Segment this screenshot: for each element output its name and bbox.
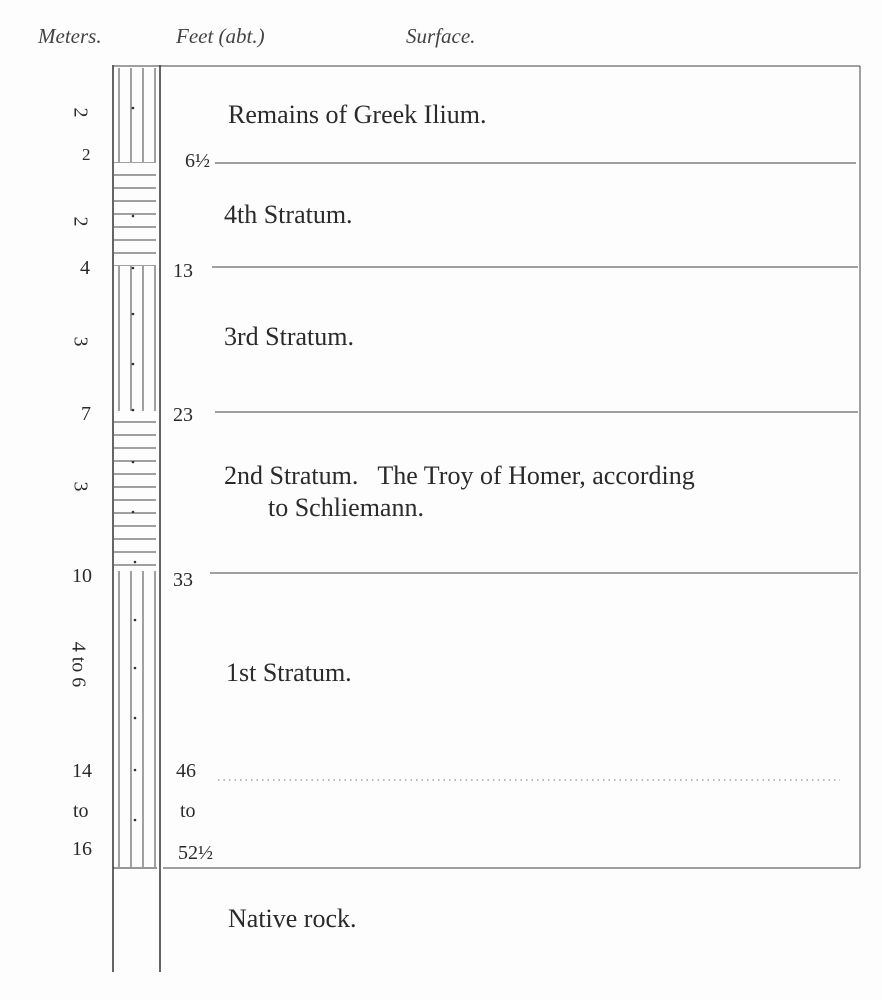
feet-46: 46 [176,760,196,782]
stratum-greek-ilium: Remains of Greek Ilium. [228,100,487,129]
meters-depth-10: 10 [72,565,92,587]
column-dot [133,666,137,670]
feet-header: Feet (abt.) [176,24,265,48]
meters-depth-7: 7 [81,403,91,425]
column-dot [131,408,135,412]
stratum-2nd-continued: to Schliemann. [268,493,424,522]
column-dot [133,818,137,822]
meters-thickness-greek: 2 [69,107,92,118]
meters-header: Meters. [38,24,102,48]
column-dot [133,560,137,564]
meters-thickness-4th: 2 [69,216,92,227]
column-dot [131,460,135,464]
feet-6-5: 6½ [185,150,210,172]
stratum-2nd: 2nd Stratum. The Troy of Homer, accordin… [224,461,695,490]
meters-thickness-2nd: 3 [69,481,92,492]
stratum-1st: 1st Stratum. [226,658,352,687]
column-layer-2nd [114,411,156,571]
feet-to: to [180,800,196,822]
column-dot [131,106,135,110]
column-layer-3rd [114,266,156,411]
meters-depth-16: 16 [72,838,92,860]
column-dot [131,214,135,218]
column-layer-greek [114,68,156,162]
column-dot [131,312,135,316]
feet-23: 23 [173,404,193,426]
column-dot [133,716,137,720]
meters-depth-to: to [73,800,89,822]
stratum-3rd: 3rd Stratum. [224,322,354,351]
column-dot [133,768,137,772]
meters-depth-4: 4 [80,257,90,279]
column-dot [131,362,135,366]
feet-13: 13 [173,260,193,282]
column-dot [131,510,135,514]
feet-52-5: 52½ [178,842,213,864]
column-section [112,65,161,972]
meters-thickness-1st: 4 to 6 [67,641,90,688]
feet-33: 33 [173,569,193,591]
stratum-4th: 4th Stratum. [224,200,353,229]
column-dot [131,266,135,270]
meters-thickness-3rd: 3 [69,336,92,347]
column-dot [133,618,137,622]
native-rock: Native rock. [228,904,357,933]
meters-depth-2: 2 [82,145,91,164]
meters-depth-14: 14 [72,760,92,782]
column-layer-4th [114,162,156,266]
surface-header: Surface. [406,24,476,48]
